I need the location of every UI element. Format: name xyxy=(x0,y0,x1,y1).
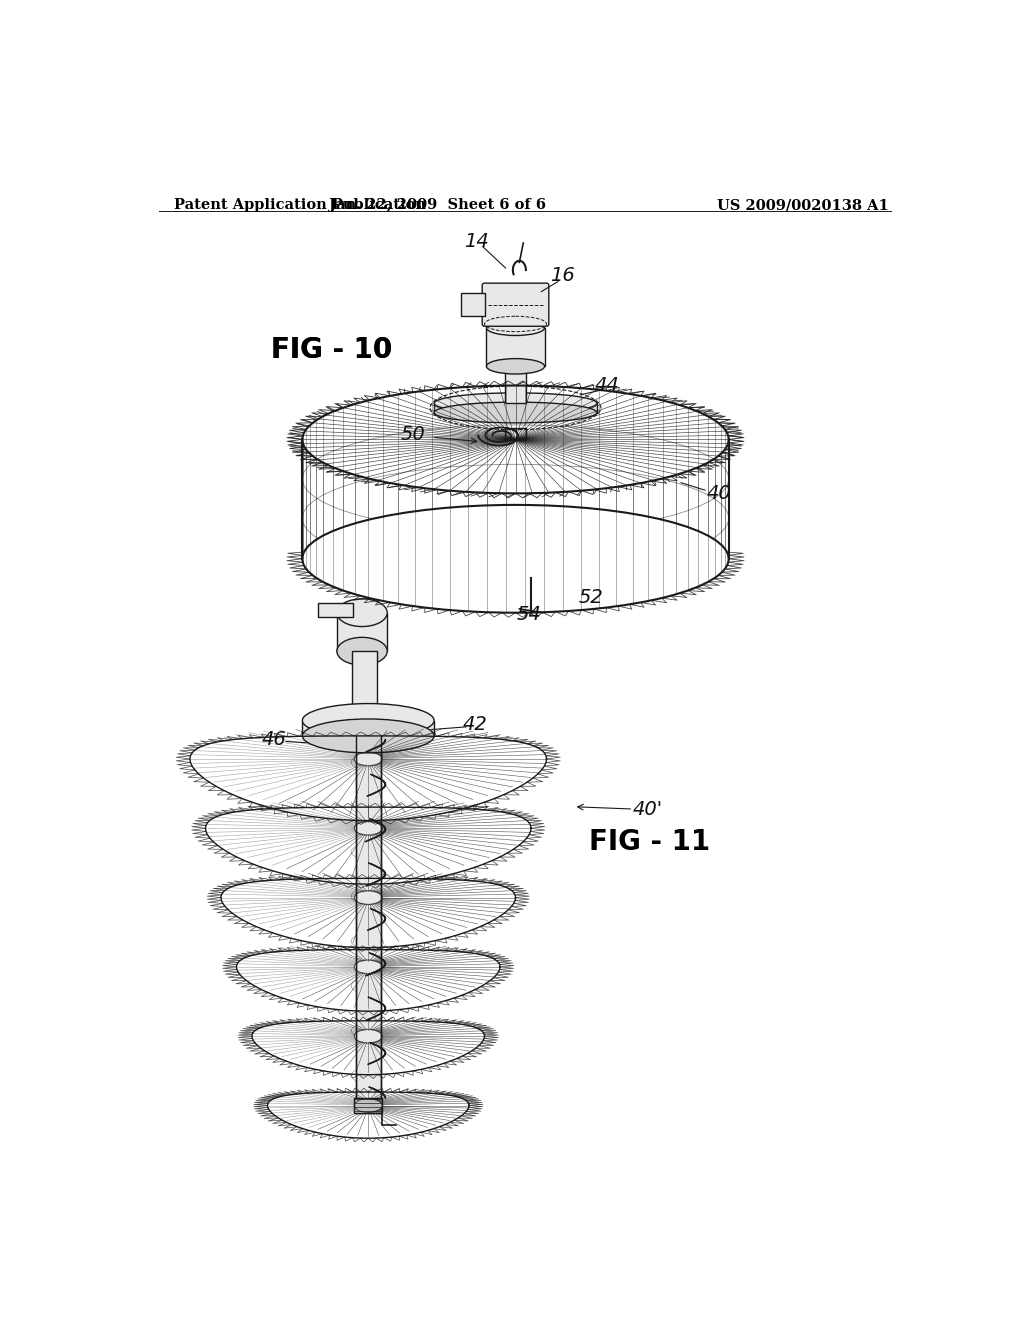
Text: 44: 44 xyxy=(595,376,620,395)
Text: 52: 52 xyxy=(580,587,604,607)
Text: 54: 54 xyxy=(517,605,542,624)
Text: Jan. 22, 2009  Sheet 6 of 6: Jan. 22, 2009 Sheet 6 of 6 xyxy=(330,198,547,213)
Bar xyxy=(352,651,377,717)
Bar xyxy=(434,404,597,412)
Ellipse shape xyxy=(302,506,729,612)
Polygon shape xyxy=(317,603,352,616)
Text: US 2009/0020138 A1: US 2009/0020138 A1 xyxy=(717,198,889,213)
Polygon shape xyxy=(461,293,484,317)
Text: FIG - 11: FIG - 11 xyxy=(589,829,711,857)
Text: Patent Application Publication: Patent Application Publication xyxy=(174,198,427,213)
Ellipse shape xyxy=(302,719,434,752)
Text: 46: 46 xyxy=(261,730,286,750)
Ellipse shape xyxy=(434,403,597,422)
Text: 40': 40' xyxy=(632,800,663,818)
Ellipse shape xyxy=(302,704,434,738)
Text: FIG - 10: FIG - 10 xyxy=(271,335,392,363)
Text: FIG - 10: FIG - 10 xyxy=(271,335,392,363)
Ellipse shape xyxy=(486,359,545,374)
Bar xyxy=(356,737,381,1113)
Ellipse shape xyxy=(434,393,597,413)
Bar xyxy=(486,327,545,367)
Bar xyxy=(506,367,525,404)
Bar xyxy=(302,721,434,737)
Ellipse shape xyxy=(486,319,545,335)
Bar xyxy=(354,1098,382,1113)
Text: 50: 50 xyxy=(400,425,426,444)
Ellipse shape xyxy=(337,599,387,627)
Text: 14: 14 xyxy=(464,232,489,251)
Bar xyxy=(337,612,387,651)
FancyBboxPatch shape xyxy=(482,284,549,326)
Text: 40: 40 xyxy=(707,484,731,503)
Text: 16: 16 xyxy=(550,265,574,285)
Text: 42: 42 xyxy=(463,715,487,734)
Bar xyxy=(506,428,525,440)
Ellipse shape xyxy=(337,638,387,665)
